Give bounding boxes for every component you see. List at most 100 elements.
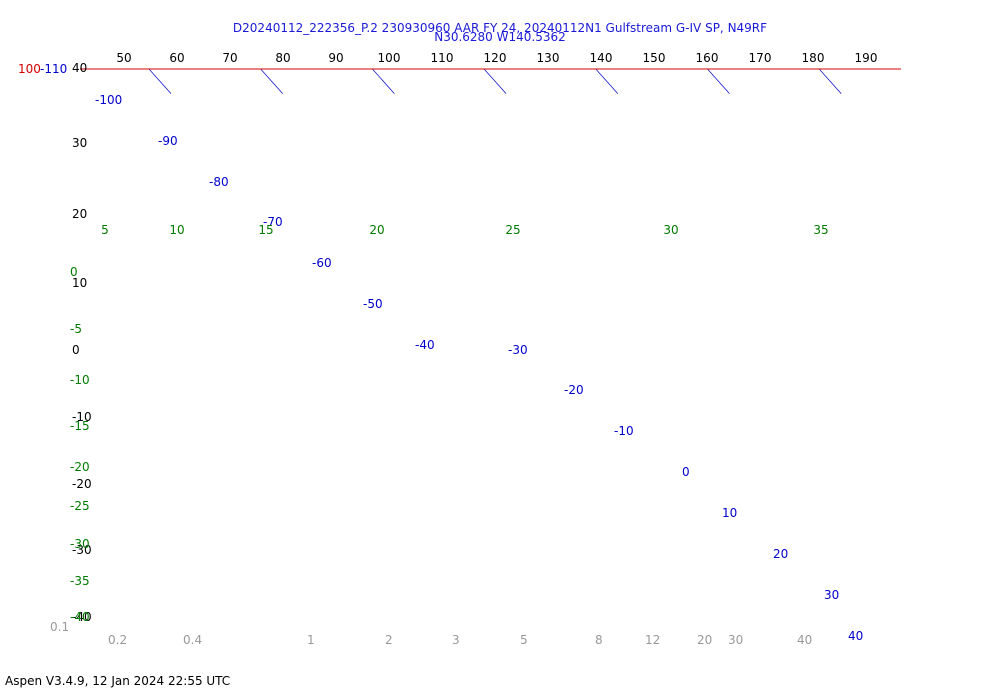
dry-adiabat-line <box>0 0 1000 94</box>
chart-subtitle-location: N30.6280 W140.5362 <box>434 30 566 44</box>
isotherm-label: -100 <box>95 93 122 107</box>
top-axis-tick-label: 150 <box>643 51 666 65</box>
pressure-label: 100 <box>18 62 41 76</box>
background-grid <box>0 0 1000 94</box>
adiabat-label: 25 <box>505 223 520 237</box>
isotherm-label: -70 <box>263 215 283 229</box>
isotherm-label: -80 <box>209 175 229 189</box>
isotherm-label: 10 <box>722 506 737 520</box>
top-axis-tick-label: 100 <box>378 51 401 65</box>
dry-adiabat-line <box>0 0 9 94</box>
top-axis-tick-label: 90 <box>328 51 343 65</box>
dry-adiabat-line <box>0 0 1000 94</box>
dry-adiabat-line <box>0 0 1000 94</box>
dry-adiabat-line <box>0 0 688 94</box>
dry-adiabat-line <box>0 0 801 94</box>
moist-adiabat-label: -10 <box>70 373 90 387</box>
top-axis-tick-label: 170 <box>749 51 772 65</box>
mixing-ratio-label: 12 <box>645 633 660 647</box>
mixing-ratio-label: 30 <box>728 633 743 647</box>
top-axis-tick-label: 190 <box>855 51 878 65</box>
isotherm-label: 20 <box>773 547 788 561</box>
isotherm-line <box>0 0 59 94</box>
isotherm-label: 0 <box>682 465 690 479</box>
dry-adiabat-line <box>0 0 235 94</box>
mixing-ratio-label: 1 <box>307 633 315 647</box>
adiabat-label: 5 <box>101 223 109 237</box>
isotherm-line <box>148 69 172 94</box>
mixing-ratio-label: 5 <box>520 633 528 647</box>
pressure-label: -110 <box>40 62 67 76</box>
chart-title: D20240112_222356_P.2 230930960 AAR FY 24… <box>232 21 768 35</box>
dry-adiabat-line <box>0 0 1000 94</box>
left-axis-label: 40 <box>72 61 87 75</box>
moist-adiabat-label: -40 <box>70 610 90 624</box>
isotherm-label: -60 <box>312 256 332 270</box>
isotherm-label: -10 <box>614 424 634 438</box>
isotherm-label: -50 <box>363 297 383 311</box>
left-axis-label: -10 <box>72 410 92 424</box>
top-axis-tick-label: 50 <box>116 51 131 65</box>
dry-adiabat-line <box>0 0 122 94</box>
mixing-ratio-label: 40 <box>797 633 812 647</box>
dry-adiabat-line <box>0 0 575 94</box>
isotherm-line <box>595 69 619 94</box>
isotherm-label: -20 <box>564 383 584 397</box>
mixing-ratio-label: 2 <box>385 633 393 647</box>
moist-adiabat-label: -20 <box>70 460 90 474</box>
isotherm-line <box>818 69 842 94</box>
dry-adiabat-line <box>0 0 348 94</box>
moist-adiabat-label: -30 <box>70 537 90 551</box>
dry-adiabat-line <box>0 0 915 94</box>
isobar-lines <box>80 68 901 70</box>
top-axis-tick-label: 130 <box>537 51 560 65</box>
moist-adiabat-label: -5 <box>70 322 82 336</box>
top-axis-tick-label: 60 <box>169 51 184 65</box>
dry-adiabat-line <box>0 0 1000 94</box>
adiabat-label: 30 <box>663 223 678 237</box>
adiabat-label: 10 <box>169 223 184 237</box>
dry-adiabat-line <box>0 0 1000 94</box>
mixing-ratio-label: 0.4 <box>183 633 202 647</box>
mixing-ratio-label: 8 <box>595 633 603 647</box>
isotherm-label: -90 <box>158 134 178 148</box>
left-axis-label: -20 <box>72 477 92 491</box>
isotherm-line <box>483 69 507 94</box>
top-axis-tick-label: 110 <box>431 51 454 65</box>
dry-adiabat-line <box>0 0 1000 94</box>
left-axis-label: 0 <box>72 343 80 357</box>
top-axis-tick-label: 160 <box>696 51 719 65</box>
left-axis-label: 20 <box>72 207 87 221</box>
left-axis-label: 30 <box>72 136 87 150</box>
adiabat-label: 15 <box>258 223 273 237</box>
software-version-footer: Aspen V3.4.9, 12 Jan 2024 22:55 UTC <box>5 674 231 688</box>
left-axis-label: -30 <box>72 543 92 557</box>
dry-adiabat-line <box>0 0 1000 94</box>
isotherm-label: -30 <box>508 343 528 357</box>
isotherm-line <box>371 69 395 94</box>
moist-adiabat-label: -35 <box>70 574 90 588</box>
dry-adiabat-line <box>0 0 1000 94</box>
mixing-ratio-label: 0.1 <box>50 620 69 634</box>
top-axis-tick-label: 120 <box>484 51 507 65</box>
adiabat-label: 20 <box>369 223 384 237</box>
top-axis-tick-label: 140 <box>590 51 613 65</box>
moist-adiabat-label: -25 <box>70 499 90 513</box>
isotherm-line <box>409 0 953 94</box>
left-axis-label: 10 <box>72 276 87 290</box>
isotherm-line <box>260 69 283 94</box>
top-axis-tick-label: 80 <box>275 51 290 65</box>
isotherm-line <box>706 69 730 94</box>
isotherm-label: 40 <box>848 629 863 643</box>
moist-adiabat-label: -15 <box>70 419 90 433</box>
top-axis-tick-label: 70 <box>222 51 237 65</box>
dry-adiabat-line <box>0 0 462 94</box>
mixing-ratio-label: 20 <box>697 633 712 647</box>
isotherm-label: -40 <box>415 338 435 352</box>
mixing-ratio-label: 3 <box>452 633 460 647</box>
left-axis-label: -40 <box>72 610 92 624</box>
adiabat-label: 35 <box>813 223 828 237</box>
dry-adiabat-line <box>0 0 1000 94</box>
axis-labels: 100-110200300400500600700800900100050607… <box>18 51 878 647</box>
